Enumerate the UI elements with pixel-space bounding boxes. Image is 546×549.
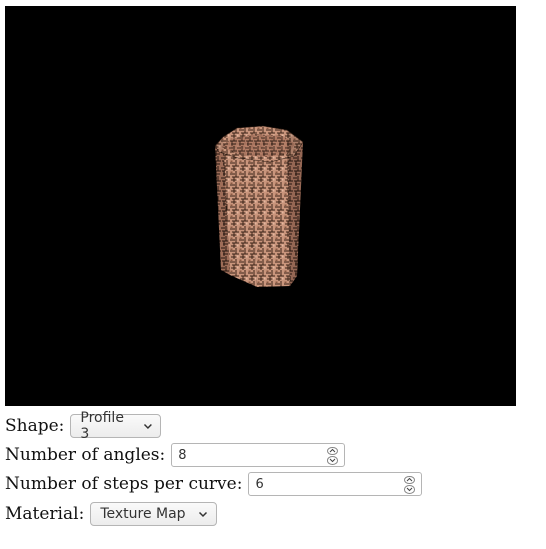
shape-select-value: Profile 3 xyxy=(80,410,124,442)
angles-input[interactable]: 8 xyxy=(171,443,346,467)
spin-down-icon[interactable] xyxy=(327,456,339,465)
cylinder-face-left-back xyxy=(215,137,230,275)
shape-row: Shape: Profile 3 xyxy=(5,410,162,442)
chevron-down-icon xyxy=(143,423,152,430)
steps-label: Number of steps per curve: xyxy=(5,474,243,494)
material-row: Material: Texture Map xyxy=(5,501,218,527)
angles-input-value: 8 xyxy=(178,447,187,463)
material-label: Material: xyxy=(5,504,85,524)
steps-input[interactable]: 6 xyxy=(248,472,423,496)
cylinder-face-center xyxy=(250,128,290,287)
spin-down-icon[interactable] xyxy=(404,485,416,494)
chevron-down-icon xyxy=(199,511,208,518)
steps-spinner[interactable] xyxy=(404,475,416,494)
cylinder-inner-wall xyxy=(221,134,295,157)
steps-row: Number of steps per curve: 6 xyxy=(5,471,423,497)
angles-row: Number of angles: 8 xyxy=(5,442,346,468)
shape-label: Shape: xyxy=(5,416,65,436)
steps-input-value: 6 xyxy=(255,476,264,492)
spin-up-icon[interactable] xyxy=(404,475,416,484)
material-select[interactable]: Texture Map xyxy=(90,502,218,526)
webgl-canvas[interactable] xyxy=(5,6,516,406)
material-select-value: Texture Map xyxy=(100,506,186,522)
angles-label: Number of angles: xyxy=(5,445,166,465)
cylinder-face-right xyxy=(287,130,303,286)
rendered-cylinder xyxy=(214,125,304,287)
spin-up-icon[interactable] xyxy=(327,446,339,455)
angles-spinner[interactable] xyxy=(327,446,339,465)
cylinder-face-left xyxy=(223,128,257,287)
shape-select[interactable]: Profile 3 xyxy=(70,410,162,442)
